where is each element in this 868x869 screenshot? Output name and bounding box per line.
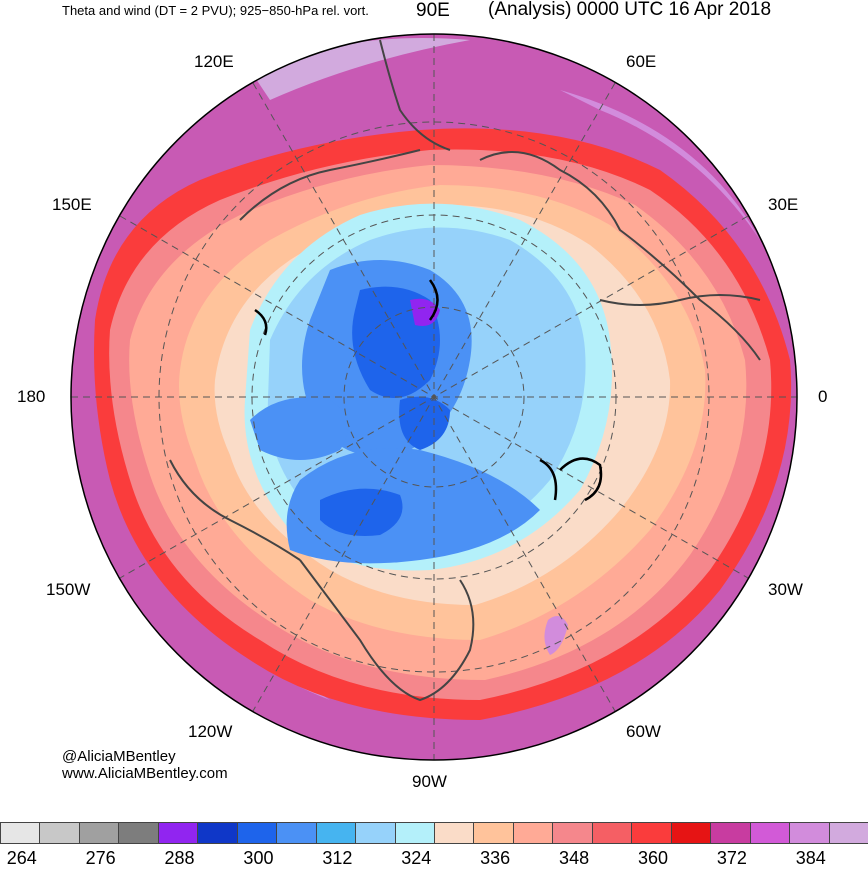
colorbar-swatch (434, 822, 475, 844)
lon-label-180: 180 (17, 387, 46, 406)
colorbar-tick-label: 264 (6, 848, 37, 868)
credit-handle: @AliciaMBentley (62, 748, 176, 765)
colorbar-tick-label: 360 (637, 848, 669, 868)
theta-field (71, 34, 797, 760)
lon-label-60w: 60W (626, 722, 661, 741)
lon-label-0: 0 (818, 387, 828, 406)
colorbar-swatch (157, 822, 199, 844)
lon-label-30e: 30E (768, 195, 799, 214)
map-boundary (70, 33, 798, 761)
colorbar-swatch (355, 822, 396, 844)
colorbar-swatch (276, 822, 317, 844)
colorbar-tick-label: 300 (243, 848, 274, 868)
coastlines (169, 39, 761, 702)
colorbar-tick-label: 312 (322, 848, 353, 868)
colorbar-tick-label: 288 (164, 848, 195, 868)
colorbar-swatch (512, 822, 554, 844)
lon-label-90e: 90E (416, 0, 450, 21)
colorbar-swatch (0, 822, 41, 844)
colorbar-tick-label: 336 (480, 848, 511, 868)
lon-label-60e: 60E (626, 52, 657, 71)
lon-label-90w: 90W (412, 772, 447, 791)
colorbar-tick-label: 384 (795, 848, 826, 868)
colorbar-swatch (236, 822, 278, 844)
colorbar-tick-label: 348 (559, 848, 590, 868)
colorbar-swatch (473, 822, 514, 844)
colorbar-swatch (789, 822, 830, 844)
colorbar-swatch (552, 822, 593, 844)
colorbar-swatch (394, 822, 435, 844)
colorbar-swatch (670, 822, 712, 844)
lon-label-150w: 150W (46, 580, 91, 599)
theta-colorbar (0, 822, 868, 846)
colorbar-tick-label: 372 (716, 848, 747, 868)
colorbar-swatch (710, 822, 751, 844)
colorbar-swatch (631, 822, 672, 844)
vorticity-contours (254, 279, 603, 502)
valid-time-title: (Analysis) 0000 UTC 16 Apr 2018 (488, 0, 772, 20)
colorbar-swatch (118, 822, 159, 844)
colorbar-swatch (197, 822, 238, 844)
lon-label-120w: 120W (188, 722, 233, 741)
colorbar-tick-label: 276 (85, 848, 116, 868)
polar-stereographic-map (70, 33, 798, 761)
credit-website: www.AliciaMBentley.com (62, 765, 228, 782)
colorbar-swatch (749, 822, 791, 844)
graticule (71, 34, 797, 760)
colorbar-swatch (315, 822, 357, 844)
lon-label-150e: 150E (52, 195, 92, 214)
colorbar-swatch (39, 822, 80, 844)
colorbar-swatch (828, 822, 868, 844)
map-title: Theta and wind (DT = 2 PVU); 925−850-hPa… (62, 3, 369, 18)
colorbar-swatch (78, 822, 120, 844)
colorbar-tick-label: 324 (401, 848, 432, 868)
lon-label-30w: 30W (768, 580, 803, 599)
colorbar-swatch (591, 822, 633, 844)
lon-label-120e: 120E (194, 52, 234, 71)
